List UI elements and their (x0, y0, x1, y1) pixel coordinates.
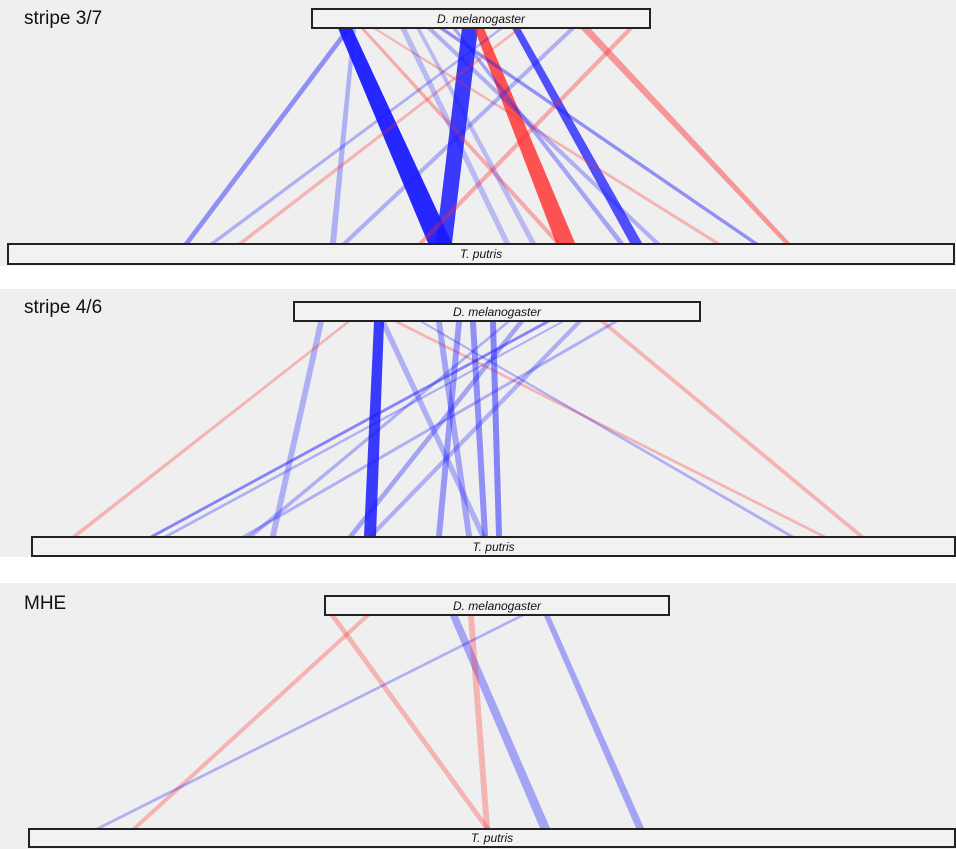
collinear-link (438, 28, 758, 243)
collinear-link (248, 322, 510, 536)
panel-label: stripe 4/6 (24, 297, 103, 318)
inverted-link (72, 322, 350, 536)
collinear-link (436, 322, 472, 536)
collinear-link (270, 322, 324, 536)
collinear-link (342, 28, 576, 243)
collinear-link (452, 28, 624, 243)
collinear-link (436, 28, 478, 243)
inverted-link (474, 28, 575, 243)
inverted-link (372, 28, 720, 243)
collinear-link (380, 322, 486, 536)
inverted-link (468, 616, 490, 828)
collinear-link (436, 322, 462, 536)
inverted-link (132, 616, 370, 828)
collinear-link (368, 322, 582, 536)
collinear-link (184, 28, 352, 243)
panel-stripe-3-7: stripe 3/7 D. melanogaster T. putris (0, 0, 956, 266)
collinear-link (400, 28, 510, 243)
top-species-bar: D. melanogaster (311, 8, 651, 29)
inverted-link (238, 28, 522, 243)
collinear-link (450, 616, 550, 828)
panel-mhe: MHE D. melanogaster T. putris (0, 583, 956, 849)
panel-label: stripe 3/7 (24, 8, 103, 29)
top-species-bar: D. melanogaster (293, 301, 701, 322)
inverted-link (360, 28, 561, 243)
bottom-species-bar: T. putris (28, 828, 956, 848)
collinear-link (164, 322, 564, 536)
inverted-link (394, 322, 826, 536)
panel-label: MHE (24, 593, 67, 614)
collinear-link (210, 28, 504, 243)
collinear-link (512, 28, 642, 243)
panel-stripe-4-6: stripe 4/6 D. melanogaster T. putris (0, 289, 956, 557)
bottom-species-bar: T. putris (7, 243, 955, 265)
inverted-link (600, 322, 864, 536)
collinear-link (330, 28, 356, 243)
collinear-link (150, 322, 550, 536)
inverted-link (580, 28, 790, 243)
synteny-links (96, 616, 644, 828)
inverted-link (330, 616, 490, 828)
collinear-link (242, 322, 618, 536)
collinear-link (490, 322, 502, 536)
collinear-link (364, 322, 384, 536)
synteny-links (184, 28, 790, 243)
top-species-bar: D. melanogaster (324, 595, 670, 616)
inverted-link (418, 28, 634, 243)
collinear-link (96, 616, 524, 828)
collinear-link (470, 322, 488, 536)
collinear-link (348, 322, 524, 536)
collinear-link (338, 28, 452, 243)
synteny-links (72, 322, 864, 536)
collinear-link (544, 616, 644, 828)
bottom-species-bar: T. putris (31, 536, 956, 557)
collinear-link (416, 28, 536, 243)
collinear-link (426, 28, 660, 243)
collinear-link (420, 322, 794, 536)
